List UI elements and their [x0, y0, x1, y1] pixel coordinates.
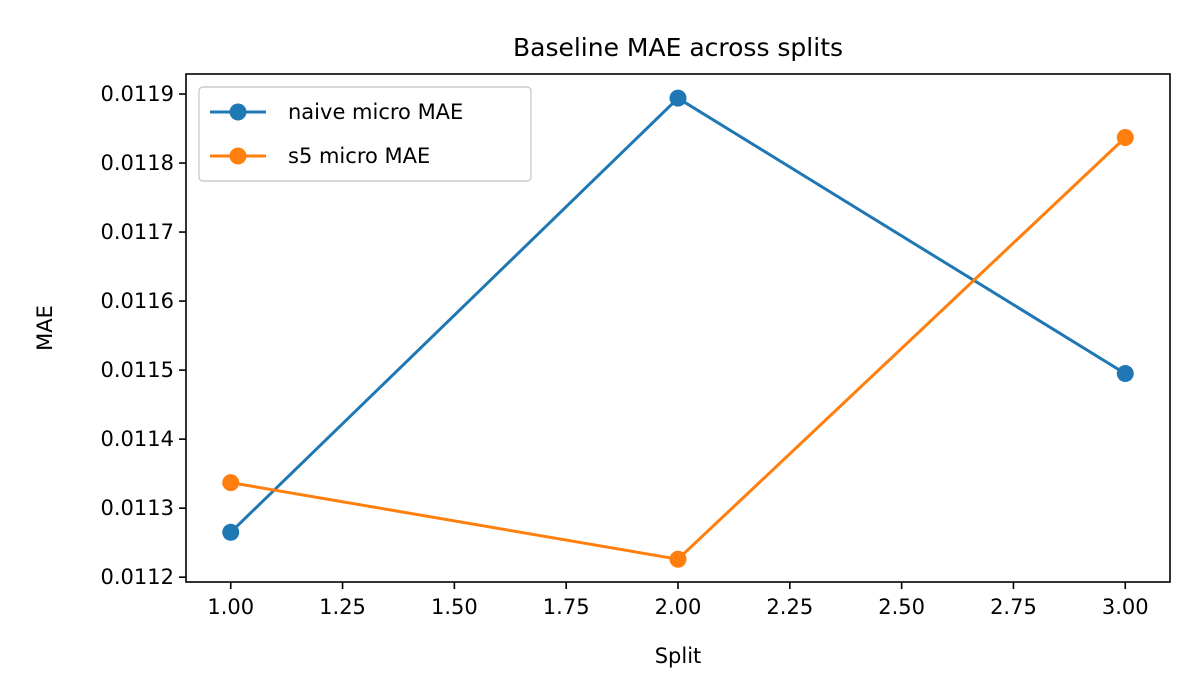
y-tick-label: 0.0117 — [101, 220, 174, 244]
y-tick-label: 0.0112 — [101, 565, 174, 589]
y-tick-label: 0.0118 — [101, 151, 174, 175]
x-tick-label: 1.25 — [319, 595, 366, 619]
y-tick-label: 0.0113 — [101, 496, 174, 520]
x-tick-label: 2.75 — [990, 595, 1037, 619]
y-tick-label: 0.0116 — [101, 289, 174, 313]
x-axis: 1.00 1.25 1.50 1.75 2.00 2.25 2.50 2.75 3.00 — [207, 582, 1149, 619]
x-tick-label: 1.00 — [207, 595, 254, 619]
chart-title: Baseline MAE across splits — [513, 33, 843, 62]
legend-frame — [198, 86, 532, 182]
y-tick-label: 0.0114 — [101, 427, 174, 451]
legend-marker-1 — [229, 103, 247, 121]
legend-marker-2 — [229, 147, 247, 165]
x-tick-label: 3.00 — [1102, 595, 1149, 619]
x-tick-label: 2.50 — [878, 595, 925, 619]
x-tick-label: 2.00 — [655, 595, 702, 619]
y-tick-label: 0.0115 — [101, 358, 174, 382]
x-tick-label: 2.25 — [766, 595, 813, 619]
y-axis: 0.0112 0.0113 0.0114 0.0115 0.0116 0.0117 0.01… — [101, 82, 186, 589]
series-2-point — [1116, 129, 1134, 146]
series-layer — [222, 89, 1134, 568]
x-axis-title: Split — [655, 644, 702, 668]
series-1-point — [669, 89, 687, 107]
legend-label-1: naive micro MAE — [288, 100, 463, 124]
x-tick-label: 1.75 — [543, 595, 590, 619]
legend: naive micro MAE s5 micro MAE — [198, 86, 532, 182]
series-2-point — [222, 474, 240, 492]
series-1-point — [1116, 365, 1134, 383]
y-axis-title: MAE — [33, 305, 57, 351]
legend-label-2: s5 micro MAE — [288, 144, 430, 168]
series-2-point — [669, 550, 687, 568]
series-1-point — [222, 523, 240, 541]
y-tick-label: 0.0119 — [101, 82, 174, 106]
x-tick-label: 1.50 — [431, 595, 478, 619]
